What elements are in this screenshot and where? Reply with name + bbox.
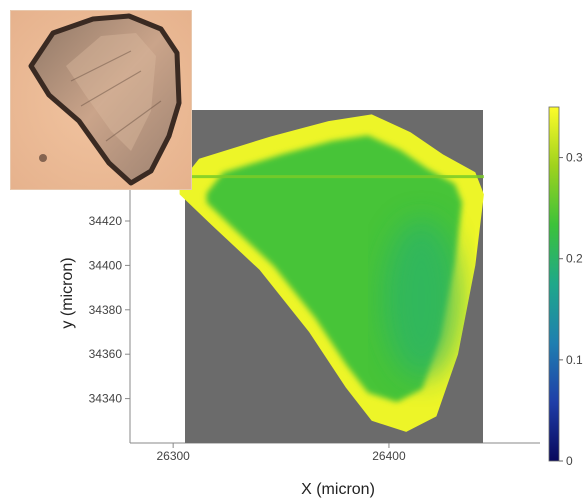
colorbar-ticks: 0 0.1 0.2 0.3 [559, 151, 583, 468]
grain-silhouette [28, 13, 182, 186]
inclusion-dot [39, 154, 47, 162]
colorbar-tick-label: 0.3 [566, 151, 583, 165]
x-tick-label: 26300 [156, 449, 190, 463]
x-ticks: 26300 26400 [156, 443, 406, 463]
y-tick-label: 34400 [89, 258, 123, 272]
y-ticks: 343403436034380344003442034440 [89, 170, 130, 406]
colorbar-tick-label: 0.1 [566, 353, 583, 367]
colorbar-tick-label: 0.2 [566, 252, 583, 266]
y-tick-label: 34380 [89, 303, 123, 317]
y-tick-label: 34360 [89, 347, 123, 361]
grain-map [179, 114, 484, 432]
grain-photo [11, 11, 191, 189]
grain-low-zone [383, 218, 460, 379]
inset-micrograph [10, 10, 192, 190]
y-axis-title: y (micron) [59, 257, 76, 328]
x-axis-title: X (micron) [301, 481, 375, 498]
colorbar-tick-label: 0 [566, 454, 573, 468]
y-tick-label: 34420 [89, 214, 123, 228]
grain-core-group [206, 135, 463, 403]
x-tick-label: 26400 [372, 449, 406, 463]
colorbar [548, 106, 560, 462]
y-tick-label: 34340 [89, 392, 123, 406]
